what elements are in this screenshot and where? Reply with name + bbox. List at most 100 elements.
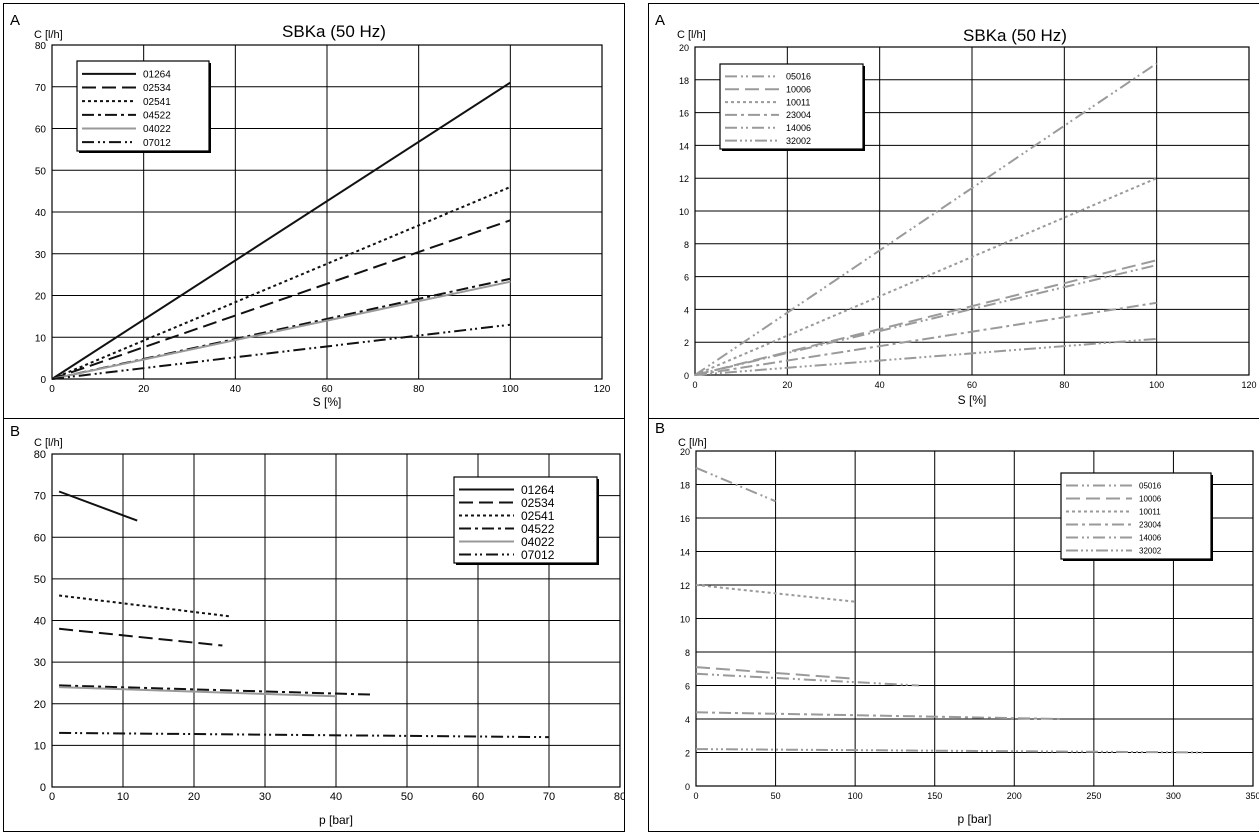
legend-label: 05016 [786,72,811,82]
x-tick-label: 0 [693,791,698,801]
y-tick-label: 10 [35,333,47,344]
y-tick-label: 14 [680,548,690,558]
legend-label: 01264 [143,69,171,80]
y-tick-label: 20 [35,292,47,303]
legend-label: 04522 [521,522,555,536]
x-tick-label: 50 [401,791,413,803]
y-tick-label: 6 [684,273,689,283]
x-tick-label: 100 [502,384,519,395]
series-line-07012 [51,323,511,380]
series-line-32002 [695,748,1206,754]
x-tick-label: 100 [848,791,863,801]
legend-label: 23004 [1139,520,1162,529]
y-tick-label: 30 [34,657,46,669]
series-line-01264 [51,81,511,380]
series-line-14006 [694,264,1157,376]
plot-frame [51,453,621,788]
series-line-02541 [51,186,511,380]
chart-b-right-svg: 0 50 100 150 200 250 300 350 0 2 4 6 8 10 12 14 16 18 20 B C… [655,420,1259,826]
series-line-10006 [695,666,856,680]
series-line-23004 [695,711,1063,720]
x-tick-label: 250 [1086,791,1101,801]
y-tick-label: 80 [34,449,46,461]
y-tick-label: 20 [680,447,690,457]
legend-label: 10006 [1139,494,1162,503]
legend-label: 32002 [786,136,811,146]
y-tick-label: 10 [679,207,689,217]
x-tick-label: 50 [771,791,781,801]
y-tick-label: 20 [34,699,46,711]
y-tick-label: 70 [35,83,47,94]
x-tick-label: 20 [782,380,792,390]
series-line-02534 [58,627,223,647]
series-line-01264 [58,490,138,522]
y-tick-label: 6 [685,682,690,692]
series-line-23004 [694,301,1157,376]
y-tick-label: 0 [40,375,46,386]
series-line-04022 [59,686,337,698]
y-tick-label: 4 [684,305,689,315]
x-tick-label: 60 [472,791,484,803]
x-tick-label: 40 [875,380,885,390]
x-tick-label: 70 [543,791,555,803]
plot-frame [695,450,1254,787]
series-line-32002 [694,337,1157,376]
chart-panel-b-right: 0 50 100 150 200 250 300 350 0 2 4 6 8 10 12 14 16 18 20 B C… [648,418,1259,832]
x-tick-label: 300 [1166,791,1181,801]
x-tick-label: 0 [49,791,55,803]
series-line-10011 [695,584,856,603]
x-tick-label: 30 [259,791,271,803]
chart-panel-a-right: 0 20 40 60 80 100 120 0 2 4 6 8 10 12 14 16 18 20 A C [l/h]… [648,3,1259,420]
legend-label: 05016 [1139,481,1162,490]
y-tick-label: 10 [680,615,690,625]
series-line-02541 [58,594,230,618]
x-tick-label: 20 [188,791,200,803]
y-tick-label: 50 [34,574,46,586]
legend-label: 02534 [521,496,555,510]
x-tick-label: 120 [1241,380,1256,390]
y-tick-label: 60 [35,125,47,136]
legend-box [719,63,864,150]
legend-label: 14006 [786,123,811,133]
legend-label: 01264 [521,483,555,497]
y-tick-label: 14 [679,141,689,151]
series-line-04022 [51,280,511,380]
y-tick-label: 0 [40,782,46,794]
legend-label: 10011 [786,97,810,107]
y-tick-label: 0 [685,782,690,792]
series-line-07012 [59,731,550,739]
y-tick-label: 16 [680,514,690,524]
x-tick-label: 60 [321,384,333,395]
panel-letter: A [655,12,665,29]
chart-title: SBKa (50 Hz) [963,26,1067,45]
y-tick-label: 8 [684,240,689,250]
legend-label: 23004 [786,110,811,120]
chart-panel-a-left: 0 20 40 60 80 100 120 0 10 20 30 40 50 60 70 80 A C [l/h]… [3,3,625,420]
y-axis-label: C [l/h] [678,437,707,449]
x-tick-label: 20 [138,384,150,395]
series-line-04522 [59,684,372,696]
x-tick-label: 80 [614,791,624,803]
y-tick-label: 18 [680,481,690,491]
x-axis-label: p [bar] [957,812,991,826]
legend-label: 07012 [521,548,555,562]
y-axis-label: C [l/h] [34,437,63,449]
y-tick-label: 2 [684,338,689,348]
y-tick-label: 40 [35,208,47,219]
y-tick-label: 8 [685,648,690,658]
y-axis-label: C [l/h] [34,29,63,41]
chart-panel-b-left: 0 10 20 30 40 50 60 70 80 0 10 20 30 40 50 60 70 80 B C [l/… [3,418,625,832]
chart-title: SBKa (50 Hz) [282,22,386,41]
legend-box [1060,472,1212,560]
x-tick-label: 0 [692,380,697,390]
series-line-02534 [51,219,511,380]
plot-frame [51,44,603,380]
legend-label: 10006 [786,84,811,94]
x-tick-label: 40 [330,791,342,803]
legend-label: 04522 [143,110,171,121]
x-axis-label: p [bar] [319,813,353,827]
series-line-05016 [695,466,776,503]
legend-label: 32002 [1139,546,1162,555]
x-tick-label: 120 [594,384,611,395]
x-tick-label: 80 [1059,380,1069,390]
